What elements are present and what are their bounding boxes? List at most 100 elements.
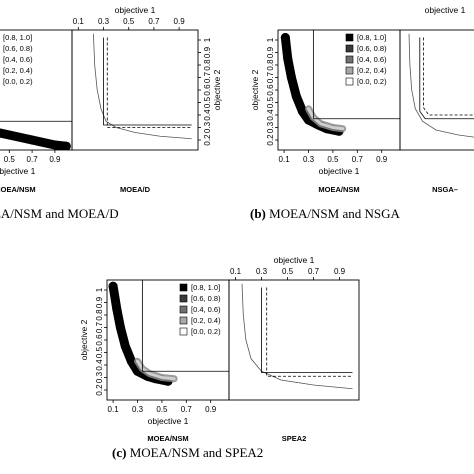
y-tick-label-4: 0.6 [95,334,104,346]
cluster-point-0 [280,33,290,42]
right-panel-plot [408,33,474,138]
y-tick-label-6: 0.4 [203,109,212,121]
y-tick-label-2: 0.8 [95,309,104,321]
x-axis-label-bottom: objective 1 [319,166,360,176]
right-panel-frame [228,279,360,401]
top-tick-label-3: 0.7 [148,17,160,26]
y-tick-label-5: 0.5 [203,96,212,108]
figure-caption: (c) MOEA/NSM and SPEA2 [112,445,263,460]
legend-swatch-2 [179,305,188,314]
attainment-dashed [422,37,474,116]
y-tick-label-6: 0.4 [95,359,104,371]
plume-core [307,107,345,131]
legend-label-4: [0.0, 0.2) [191,327,221,336]
right-panel-plot [93,33,192,140]
algorithm-label-left: MOEA/NSM [318,185,359,194]
panels-layer: 0.5 0.7 0.9 objective 1 0.1 0.3 0.5 0.7 0.9 objec… [0,5,474,460]
cluster-point-3 [27,135,37,145]
x-tick-label-4: 0.9 [376,155,388,164]
legend-swatch-0 [179,283,188,292]
cluster-point-3 [291,91,301,101]
top-tick-label-2: 0.5 [282,267,294,276]
y-tick-label-8: 0.2 [203,134,212,146]
right-panel-plot [241,283,353,390]
y-tick-label-6: 0.4 [266,109,275,121]
top-tick-label-1: 0.3 [98,17,110,26]
x-tick-label-3: 0.7 [352,155,364,164]
x-tick-label-0: 0.1 [108,405,120,414]
figure-caption: MOEA/NSM and MOEA/D [0,206,119,221]
top-tick-label-0: 0.1 [230,267,242,276]
y-tick-label-3: 0.7 [203,71,212,83]
legend-swatch-4 [179,327,188,336]
cluster-point-4 [50,140,60,150]
subfigure-0: 0.5 0.7 0.9 objective 1 0.1 0.3 0.5 0.7 0.9 objec… [0,5,222,221]
algorithm-label-right: SPEA2 [282,434,307,443]
x-tick-label-4: 0.9 [205,405,217,414]
legend-swatch-0 [345,33,354,42]
legend-label-3: [0.2, 0.4) [3,66,33,75]
x-axis-label-bottom: objective 1 [0,166,36,176]
y-tick-label-4: 0.6 [266,84,275,96]
legend-label-1: [0.6, 0.8) [3,44,33,53]
legend-label-1: [0.6, 0.8) [191,294,221,303]
figure-caption: (b) MOEA/NSM and NSGA [250,206,400,221]
left-panel-plot [108,280,229,386]
left-panel-plot [0,120,72,150]
legend-label-1: [0.6, 0.8) [357,44,387,53]
top-tick-label-4: 0.9 [174,17,186,26]
legend-label-0: [0.8, 1.0] [191,283,220,292]
y-tick-label-3: 0.7 [95,321,104,333]
y-tick-label-8: 0.2 [95,384,104,396]
legend: [0.8, 1.0] [0.6, 0.8) [0.4, 0.6) [0.2, 0.4)… [345,33,387,86]
y-tick-label-1: 0.9 [95,296,104,308]
cluster-point-1 [283,54,293,64]
caption-label: (b) [250,206,269,221]
legend-swatch-1 [345,44,354,53]
x-tick-label-1: 0.3 [132,405,144,414]
attainment-dashed [106,37,192,128]
x-axis-label-bottom: objective 1 [148,416,189,426]
top-tick-label-4: 0.9 [334,267,346,276]
reference-front [241,283,353,390]
legend: [0.8, 1.0] [0.6, 0.8) [0.4, 0.6) [0.2, 0.4)… [3,33,33,86]
cluster-point-2 [115,323,125,332]
reference-front [408,33,474,138]
legend-label-2: [0.4, 0.6) [3,55,33,64]
x-tick-label-0: 0.5 [4,155,16,164]
cluster-point-2 [4,130,14,140]
y-tick-label-4: 0.6 [203,84,212,96]
y-tick-label-1: 0.9 [203,46,212,58]
y-tick-label-7: 0.3 [203,121,212,133]
y-tick-label-5: 0.5 [95,346,104,358]
legend-label-0: [0.8, 1.0] [357,33,386,42]
top-tick-label-1: 0.3 [256,267,268,276]
algorithm-label-left: MOEA/NSM [147,434,188,443]
left-panel-plot [280,30,400,136]
y-tick-label-7: 0.3 [266,121,275,133]
x-axis-label-top: objective 1 [274,255,315,265]
subfigure-1: 0.1 0.3 0.5 0.7 0.9 objective 1 objective 1 1 0.… [250,5,474,221]
x-axis-label-top: objective 1 [425,5,466,15]
y-tick-label-7: 0.3 [95,371,104,383]
x-tick-label-2: 0.9 [49,155,61,164]
legend-label-0: [0.8, 1.0] [3,33,32,42]
y-axis-label: objective 2 [212,69,222,110]
y-tick-label-2: 0.8 [203,59,212,71]
legend-swatch-3 [345,66,354,75]
algorithm-label-left: MOEA/NSM [0,185,36,194]
cluster-point-3 [120,341,130,351]
attainment-solid [419,37,474,120]
reference-front [93,33,192,140]
x-tick-label-1: 0.7 [27,155,39,164]
right-panel-frame [71,29,199,151]
right-panel-frame [399,29,474,151]
legend-label-4: [0.0, 0.2) [357,77,387,86]
top-tick-label-3: 0.7 [308,267,320,276]
x-axis-label-top: objective 1 [115,5,156,15]
attainment-solid [103,37,192,126]
legend-swatch-1 [179,294,188,303]
cluster-point-0 [108,281,118,291]
